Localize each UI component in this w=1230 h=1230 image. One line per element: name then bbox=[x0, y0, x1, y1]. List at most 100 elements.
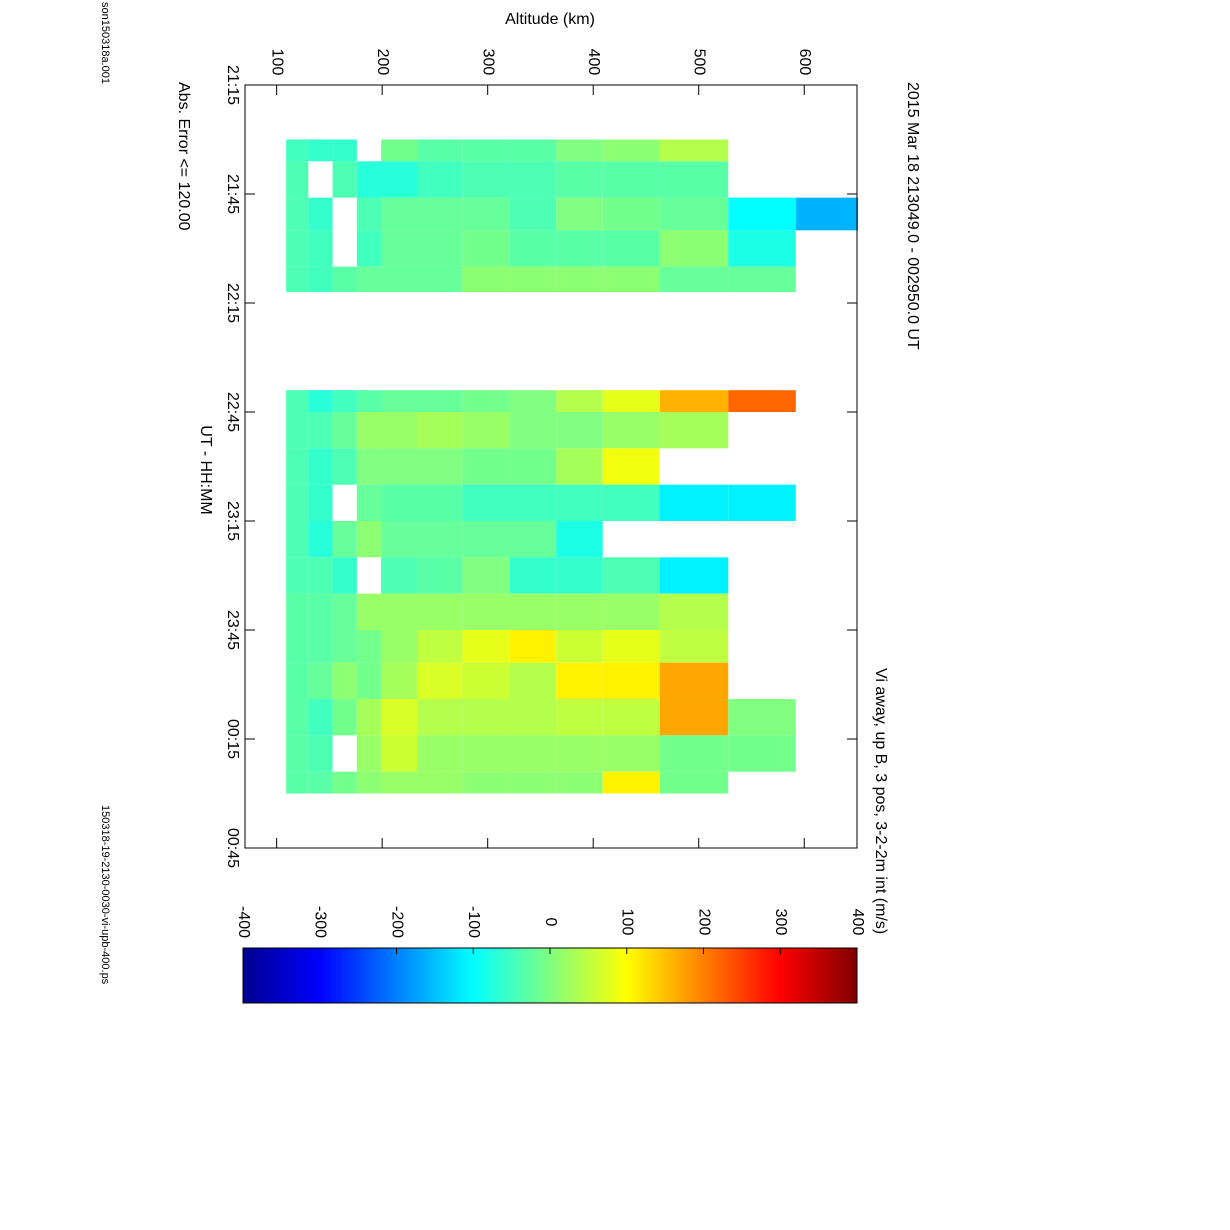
heat-cell bbox=[659, 699, 729, 736]
heat-cell bbox=[381, 699, 417, 736]
heat-cell bbox=[659, 593, 729, 630]
heat-cell bbox=[659, 139, 729, 162]
colorbar bbox=[242, 947, 858, 1004]
heat-cell bbox=[659, 161, 729, 198]
heat-cell bbox=[381, 412, 417, 449]
colorbar-tick-label: 100 bbox=[619, 909, 636, 936]
heat-cell bbox=[356, 593, 382, 630]
colorbar-tick-label: 300 bbox=[772, 909, 789, 936]
heat-cell bbox=[332, 771, 357, 794]
heat-cell bbox=[332, 662, 357, 700]
file-name: son150318a.001 bbox=[99, 2, 111, 84]
heat-cell bbox=[286, 266, 309, 293]
heat-cell bbox=[728, 230, 796, 267]
heat-cell bbox=[381, 448, 417, 485]
heat-cell bbox=[602, 161, 660, 198]
heat-cell bbox=[381, 139, 417, 162]
heat-cell bbox=[308, 390, 333, 412]
heat-cell bbox=[416, 630, 463, 663]
heat-cell bbox=[381, 230, 417, 267]
heat-cell bbox=[509, 735, 557, 772]
heat-cell bbox=[286, 521, 309, 558]
heat-cell bbox=[332, 521, 357, 558]
heat-cell bbox=[381, 521, 417, 558]
chart-title: 2015 Mar 18 213049.0 - 002950.0 UT bbox=[904, 82, 921, 350]
heat-cell bbox=[416, 390, 463, 412]
heat-cell bbox=[332, 448, 357, 485]
heat-cell bbox=[462, 630, 510, 663]
heat-cell bbox=[286, 197, 309, 231]
y-tick-label: 100 bbox=[268, 49, 285, 76]
y-tick-label: 600 bbox=[796, 49, 813, 76]
heat-cell bbox=[286, 412, 309, 449]
heat-cell bbox=[416, 197, 463, 231]
heat-cell bbox=[728, 197, 796, 231]
heat-cell bbox=[416, 521, 463, 558]
y-tick-label: 500 bbox=[690, 49, 707, 76]
heat-cell bbox=[509, 390, 557, 412]
heat-cell bbox=[356, 771, 382, 794]
heat-cell bbox=[308, 557, 333, 594]
colorbar-tick-label: -300 bbox=[312, 906, 329, 938]
heat-cell bbox=[462, 230, 510, 267]
heat-cell bbox=[381, 197, 417, 231]
heat-cell bbox=[462, 593, 510, 630]
heat-cell bbox=[286, 390, 309, 412]
heat-cell bbox=[381, 593, 417, 630]
x-tick-label: 00:15 bbox=[224, 719, 241, 759]
heat-cell bbox=[509, 412, 557, 449]
file-name: 150318-19-2130-0030-vi-upb-400.ps bbox=[99, 805, 111, 985]
heat-cell bbox=[332, 139, 357, 162]
heat-cell bbox=[332, 390, 357, 412]
heat-cell bbox=[286, 139, 309, 162]
heat-cell bbox=[556, 735, 603, 772]
heat-cell bbox=[416, 412, 463, 449]
y-tick-label: 400 bbox=[585, 49, 602, 76]
heat-cell bbox=[462, 448, 510, 485]
heat-cell bbox=[602, 197, 660, 231]
heat-cell bbox=[659, 630, 729, 663]
heat-cell bbox=[462, 484, 510, 521]
heat-cell bbox=[286, 557, 309, 594]
x-tick-label: 00:45 bbox=[224, 828, 241, 868]
heat-cell bbox=[462, 390, 510, 412]
heat-cell bbox=[659, 662, 729, 700]
heat-cell bbox=[728, 735, 796, 772]
heat-cell bbox=[286, 593, 309, 630]
heat-cell bbox=[462, 161, 510, 198]
y-tick-label: 200 bbox=[374, 49, 391, 76]
heat-cell bbox=[556, 230, 603, 267]
heat-cell bbox=[509, 662, 557, 700]
heat-cell bbox=[381, 266, 417, 293]
heat-cell bbox=[286, 230, 309, 267]
heat-cell bbox=[602, 484, 660, 521]
heat-cell bbox=[308, 521, 333, 558]
heat-cell bbox=[509, 139, 557, 162]
heat-cell bbox=[462, 139, 510, 162]
heat-cell bbox=[509, 557, 557, 594]
heat-cell bbox=[556, 521, 603, 558]
heat-cell bbox=[602, 593, 660, 630]
colorbar-tick-label: -200 bbox=[388, 906, 405, 938]
heat-cell bbox=[602, 557, 660, 594]
heat-cell bbox=[286, 771, 309, 794]
heat-cell bbox=[416, 161, 463, 198]
heat-cell bbox=[659, 771, 729, 794]
heat-cell bbox=[462, 662, 510, 700]
heat-cell bbox=[509, 699, 557, 736]
heat-cell bbox=[602, 390, 660, 412]
heat-cell bbox=[659, 484, 729, 521]
heat-cell bbox=[556, 448, 603, 485]
heat-cell bbox=[332, 266, 357, 293]
heat-cell bbox=[509, 521, 557, 558]
heat-cell bbox=[356, 197, 382, 231]
heat-cell bbox=[416, 266, 463, 293]
colorbar-tick-label: 0 bbox=[542, 918, 559, 927]
heat-cell bbox=[556, 593, 603, 630]
heat-cell bbox=[332, 699, 357, 736]
x-tick-label: 23:15 bbox=[224, 501, 241, 541]
heat-cell bbox=[602, 412, 660, 449]
y-axis-label: Altitude (km) bbox=[505, 11, 595, 28]
heat-cell bbox=[795, 197, 859, 231]
heat-cell bbox=[308, 630, 333, 663]
